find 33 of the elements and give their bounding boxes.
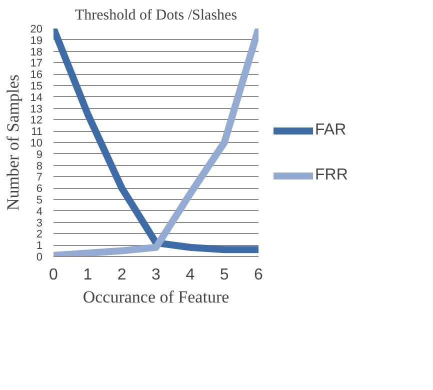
y-tick-label: 0 bbox=[36, 252, 43, 264]
y-tick-label: 15 bbox=[30, 80, 43, 92]
y-tick-label: 2 bbox=[36, 228, 43, 241]
y-tick-label: 1 bbox=[36, 240, 43, 252]
y-tick-label: 7 bbox=[36, 172, 43, 184]
y-tick-label: 8 bbox=[36, 160, 43, 172]
y-tick-label: 19 bbox=[30, 34, 43, 47]
y-axis-title: Number of Samples bbox=[3, 74, 22, 210]
y-tick-label: 3 bbox=[36, 217, 43, 230]
y-tick-label: 9 bbox=[36, 148, 43, 161]
y-tick-label: 20 bbox=[30, 24, 43, 36]
y-tick-label: 6 bbox=[36, 183, 43, 196]
x-tick-label: 1 bbox=[83, 266, 92, 284]
x-tick-label: 3 bbox=[152, 266, 161, 284]
x-tick-label: 0 bbox=[49, 266, 58, 284]
y-tick-label: 4 bbox=[36, 206, 43, 218]
x-tick-label: 6 bbox=[254, 266, 264, 284]
y-tick-label: 16 bbox=[30, 69, 43, 82]
y-tick-label: 14 bbox=[30, 92, 43, 104]
y-tick-label: 18 bbox=[30, 46, 43, 58]
y-tick-label: 10 bbox=[30, 138, 43, 150]
x-axis-title: Occurance of Feature bbox=[82, 288, 230, 306]
x-tick-label: 4 bbox=[186, 266, 195, 284]
x-tick-label: 5 bbox=[220, 266, 229, 284]
y-tick-label: 11 bbox=[31, 126, 43, 138]
x-tick-label: 2 bbox=[117, 266, 126, 284]
y-tick-label: 17 bbox=[30, 58, 43, 70]
y-tick-label: 12 bbox=[30, 114, 43, 127]
y-tick-label: 5 bbox=[36, 194, 43, 206]
y-tick-label: 13 bbox=[30, 103, 43, 116]
chart-title: Threshold of Dots /Slashes bbox=[74, 8, 238, 24]
legend-label: FRR bbox=[315, 166, 348, 184]
legend-label: FAR bbox=[315, 121, 346, 139]
